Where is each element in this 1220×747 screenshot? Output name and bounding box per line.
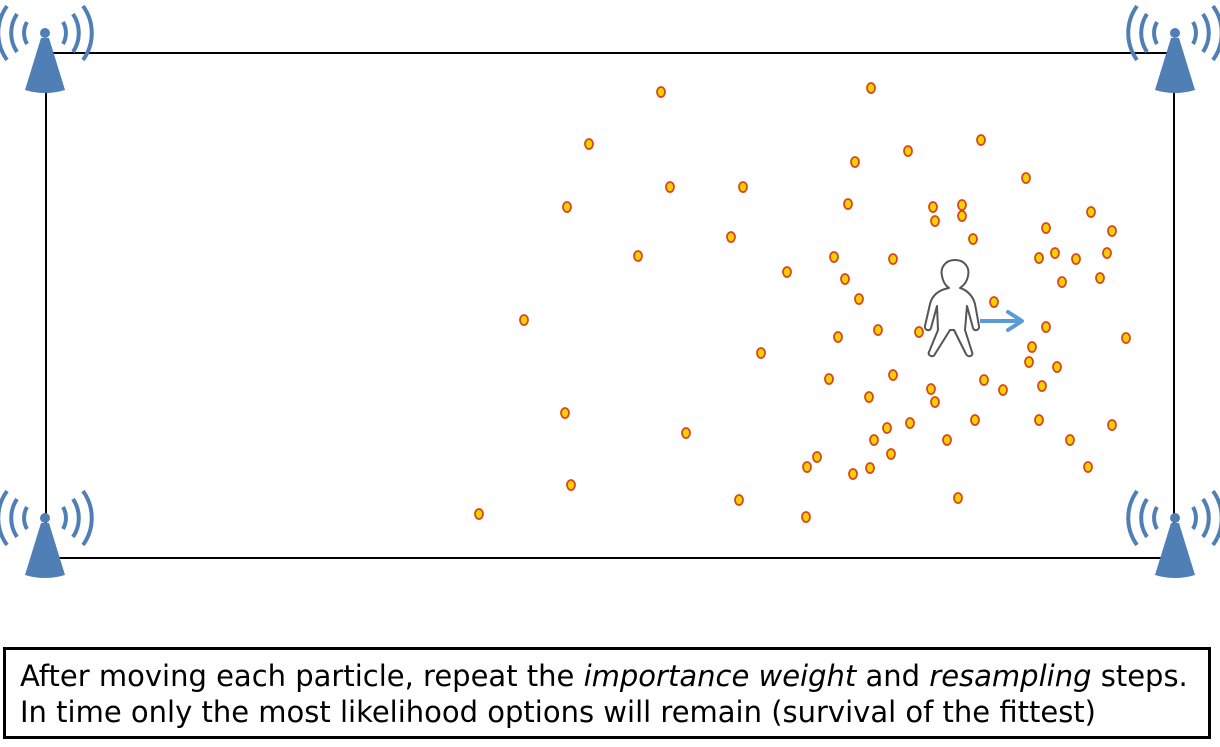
particle xyxy=(869,434,879,446)
particle xyxy=(833,331,843,343)
particle xyxy=(519,314,529,326)
particle xyxy=(864,391,874,403)
arrow-right-icon xyxy=(980,310,1024,332)
particle xyxy=(850,156,860,168)
particle xyxy=(976,134,986,146)
particle xyxy=(998,384,1008,396)
caption-text: After moving each particle, repeat the xyxy=(20,659,584,693)
particle xyxy=(1071,253,1081,265)
particle xyxy=(474,508,484,520)
particle xyxy=(1037,380,1047,392)
particle xyxy=(756,347,766,359)
particle xyxy=(1086,206,1096,218)
particle xyxy=(1024,356,1034,368)
particle xyxy=(802,461,812,473)
particle xyxy=(1041,222,1051,234)
particle xyxy=(928,201,938,213)
particle xyxy=(957,210,967,222)
particle xyxy=(734,494,744,506)
particle xyxy=(854,293,864,305)
particle xyxy=(1052,361,1062,373)
particle xyxy=(942,434,952,446)
particle xyxy=(829,251,839,263)
particle xyxy=(1057,276,1067,288)
particle xyxy=(930,396,940,408)
particle-cloud xyxy=(474,82,1131,523)
caption-emphasis: resampling xyxy=(929,659,1092,693)
particle xyxy=(953,492,963,504)
particle xyxy=(633,250,643,262)
particle xyxy=(1021,172,1031,184)
particle xyxy=(903,145,913,157)
particle xyxy=(843,198,853,210)
room-boundary xyxy=(45,52,1175,559)
particle xyxy=(665,181,675,193)
particle xyxy=(888,369,898,381)
particle xyxy=(886,448,896,460)
particle xyxy=(801,511,811,523)
particle xyxy=(1041,321,1051,333)
particle xyxy=(1107,225,1117,237)
particle xyxy=(1102,247,1112,259)
particle xyxy=(873,324,883,336)
antenna-icon-top-left xyxy=(0,4,94,95)
particle xyxy=(824,373,834,385)
particle xyxy=(882,422,892,434)
particle xyxy=(1083,461,1093,473)
caption-emphasis: importance weight xyxy=(583,659,857,693)
caption-text: steps. xyxy=(1091,659,1188,693)
particle xyxy=(782,266,792,278)
particle xyxy=(888,253,898,265)
caption-line-2: In time only the most likelihood options… xyxy=(20,695,1096,729)
particle xyxy=(914,326,924,338)
antenna-icon-top-right xyxy=(1126,4,1220,95)
particle xyxy=(1121,332,1131,344)
particle xyxy=(566,479,576,491)
particle xyxy=(584,138,594,150)
particle xyxy=(1065,434,1075,446)
particle xyxy=(865,462,875,474)
caption-box: After moving each particle, repeat the i… xyxy=(3,647,1211,739)
particle xyxy=(656,86,666,98)
caption-line-1: After moving each particle, repeat the i… xyxy=(20,658,1194,694)
particle xyxy=(1027,341,1037,353)
particle xyxy=(726,231,736,243)
particle xyxy=(905,417,915,429)
particle xyxy=(562,201,572,213)
particle xyxy=(1050,247,1060,259)
particle xyxy=(866,82,876,94)
person-icon xyxy=(923,259,981,358)
particle xyxy=(968,233,978,245)
particle xyxy=(979,374,989,386)
particle-filter-diagram xyxy=(0,4,1220,580)
caption-text: and xyxy=(856,659,930,693)
particle xyxy=(1034,252,1044,264)
particle xyxy=(989,296,999,308)
particle xyxy=(930,215,940,227)
particle xyxy=(738,181,748,193)
particle xyxy=(560,407,570,419)
particle xyxy=(681,427,691,439)
particle xyxy=(1095,272,1105,284)
particle xyxy=(840,273,850,285)
particle xyxy=(926,383,936,395)
particle xyxy=(970,414,980,426)
particle xyxy=(1034,414,1044,426)
particle xyxy=(848,468,858,480)
particle xyxy=(957,199,967,211)
particle xyxy=(1107,419,1117,431)
particle xyxy=(812,451,822,463)
